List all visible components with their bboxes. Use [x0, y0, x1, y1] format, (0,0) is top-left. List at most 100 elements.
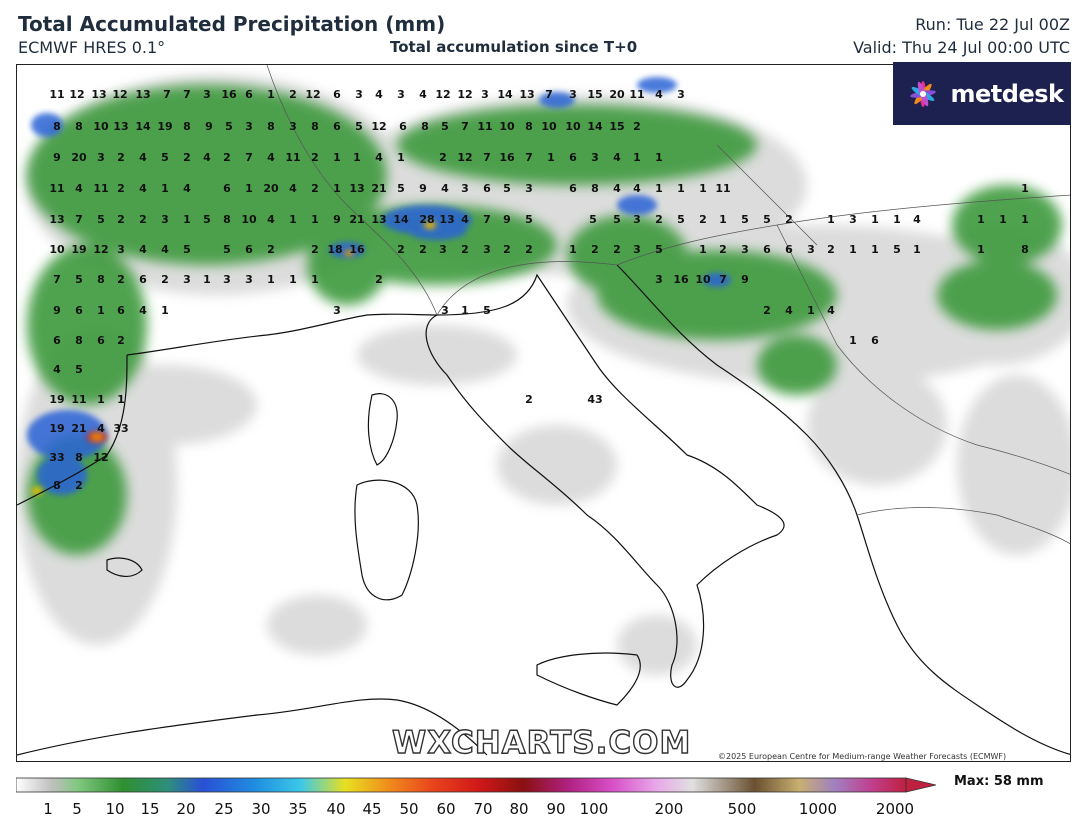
precip-value-label: 5 [355, 120, 363, 133]
max-value-label: Max: 58 mm [954, 774, 1044, 789]
precip-value-label: 6 [117, 304, 125, 317]
precip-value-label: 2 [719, 243, 727, 256]
precip-value-label: 6 [763, 243, 771, 256]
precip-value-label: 4 [203, 151, 211, 164]
precip-value-label: 13 [91, 88, 106, 101]
precip-value-label: 11 [285, 151, 300, 164]
precip-value-label: 2 [525, 243, 533, 256]
precip-value-label: 5 [525, 213, 533, 226]
precip-value-label: 11 [49, 182, 64, 195]
precip-value-label: 3 [439, 243, 447, 256]
precip-value-label: 1 [677, 182, 685, 195]
precip-value-label: 9 [741, 273, 749, 286]
precip-value-label: 21 [71, 422, 86, 435]
colorbar-tick-label: 5 [72, 800, 82, 818]
precip-value-label: 14 [393, 213, 409, 226]
precip-value-label: 1 [161, 304, 169, 317]
precip-value-label: 1 [849, 243, 857, 256]
precip-value-label: 3 [633, 213, 641, 226]
precip-value-label: 8 [75, 451, 83, 464]
precip-value-label: 4 [375, 88, 383, 101]
precip-value-label: 3 [333, 304, 341, 317]
precip-value-label: 6 [139, 273, 147, 286]
precip-value-label: 10 [93, 120, 109, 133]
precip-value-label: 5 [441, 120, 449, 133]
precip-value-label: 7 [483, 213, 491, 226]
precip-value-label: 15 [609, 120, 624, 133]
precip-value-label: 2 [117, 182, 125, 195]
precip-value-label: 3 [183, 273, 191, 286]
north-africa-coastline [17, 698, 488, 756]
precip-value-label: 13 [371, 213, 386, 226]
colorbar-tick-label: 15 [140, 800, 160, 818]
france-coastline [126, 313, 438, 356]
precip-value-label: 2 [75, 479, 83, 492]
precip-value-label: 4 [613, 182, 621, 195]
precip-value-label: 5 [75, 273, 83, 286]
precip-value-label: 1 [871, 243, 879, 256]
precip-value-label: 10 [499, 120, 515, 133]
precip-value-label: 1 [245, 182, 253, 195]
precip-value-label: 8 [311, 120, 319, 133]
precip-value-label: 6 [483, 182, 491, 195]
colorbar-tick-label: 1000 [798, 800, 838, 818]
precip-value-label: 1 [569, 243, 577, 256]
precip-value-label: 2 [785, 213, 793, 226]
precip-value-label: 6 [75, 304, 83, 317]
precip-value-label: 28 [419, 213, 434, 226]
precip-value-label: 2 [223, 151, 231, 164]
precip-value-label: 3 [203, 88, 211, 101]
metdesk-logo[interactable]: metdesk [893, 62, 1071, 125]
precip-value-label: 5 [161, 151, 169, 164]
precip-value-label: 6 [569, 182, 577, 195]
precip-value-label: 20 [263, 182, 279, 195]
precip-value-label: 4 [613, 151, 621, 164]
precip-value-label: 8 [591, 182, 599, 195]
precip-value-label: 2 [439, 151, 447, 164]
precip-value-label: 3 [807, 243, 815, 256]
blue-precip-layer [27, 77, 731, 495]
precip-value-label: 3 [591, 151, 599, 164]
precip-value-label: 1 [1021, 182, 1029, 195]
precip-value-label: 1 [311, 213, 319, 226]
precip-value-label: 5 [741, 213, 749, 226]
precip-value-label: 1 [849, 334, 857, 347]
precip-value-label: 12 [93, 451, 108, 464]
precip-value-label: 1 [977, 213, 985, 226]
precip-value-label: 6 [333, 88, 341, 101]
precip-value-label: 7 [75, 213, 83, 226]
precip-value-label: 2 [419, 243, 427, 256]
precip-value-label: 9 [53, 151, 61, 164]
colorbar-tick-label: 50 [399, 800, 419, 818]
precip-value-label: 2 [289, 88, 297, 101]
precip-value-label: 5 [203, 213, 211, 226]
precip-value-label: 10 [241, 213, 257, 226]
precip-value-label: 33 [113, 422, 128, 435]
precip-value-label: 3 [849, 213, 857, 226]
precip-value-label: 4 [633, 182, 641, 195]
precip-value-label: 4 [913, 213, 921, 226]
precip-value-label: 5 [97, 213, 105, 226]
precip-value-label: 21 [349, 213, 364, 226]
precip-value-label: 3 [161, 213, 169, 226]
precip-value-label: 43 [587, 393, 602, 406]
colorbar-tick-label: 100 [579, 800, 609, 818]
precip-value-label: 4 [139, 304, 147, 317]
precip-value-label: 4 [139, 182, 147, 195]
precipitation-map[interactable]: 11 12 13 12 13 7 7 3 16 6 1 2 12 6 3 4 3 4 12 12 3 14 13 7 3 15 20… [16, 64, 1071, 762]
precip-value-label: 5 [589, 213, 597, 226]
precip-value-label: 2 [311, 182, 319, 195]
precip-value-label: 1 [871, 213, 879, 226]
precip-value-label: 1 [97, 393, 105, 406]
precip-value-label: 4 [75, 182, 83, 195]
precip-value-label: 5 [613, 213, 621, 226]
precip-value-label: 4 [183, 182, 191, 195]
precip-value-label: 6 [245, 88, 253, 101]
precip-value-label: 4 [375, 151, 383, 164]
precip-value-label: 3 [117, 243, 125, 256]
precip-value-label: 11 [715, 182, 730, 195]
precip-value-label: 6 [785, 243, 793, 256]
precip-value-label: 18 [327, 243, 342, 256]
precip-value-label: 1 [547, 151, 555, 164]
colorbar-tick-label: 500 [727, 800, 757, 818]
